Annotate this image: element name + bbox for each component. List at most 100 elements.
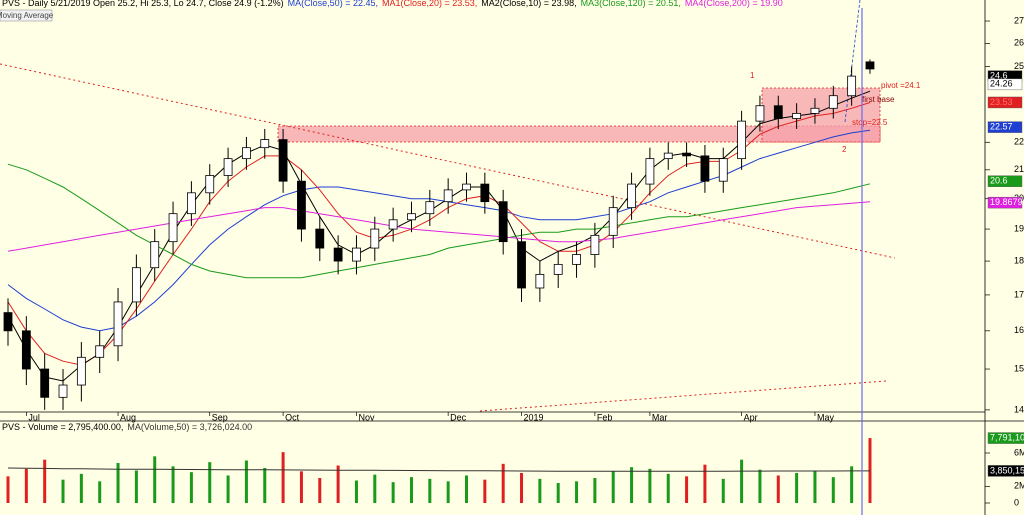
volume-bar — [685, 476, 689, 503]
volume-bar — [189, 472, 193, 503]
annotation: stop=22.5 — [852, 118, 888, 127]
volume-bar — [354, 480, 358, 503]
projection-line — [844, 0, 861, 123]
volume-bar — [630, 467, 634, 503]
volume-bar — [758, 469, 762, 503]
candle-body — [480, 183, 490, 203]
ma-line — [7, 201, 871, 252]
volume-bar — [575, 481, 579, 503]
volume-bar — [373, 474, 377, 503]
candle-body — [572, 254, 581, 265]
value-label-box — [987, 432, 1024, 444]
candle-body — [810, 107, 820, 114]
price-label-box — [987, 96, 1023, 109]
candle-body — [370, 228, 380, 249]
candle-body — [168, 213, 178, 243]
candle-body — [131, 267, 141, 303]
volume-bar — [208, 462, 212, 503]
candle-body — [150, 241, 160, 269]
value-label-box — [987, 465, 1024, 477]
annotation: first base — [862, 95, 895, 104]
volume-bar — [43, 459, 47, 503]
candle-body — [315, 228, 325, 249]
candle-body — [95, 345, 105, 358]
price-label-box — [987, 121, 1023, 133]
price-label-box — [987, 175, 1023, 187]
candle-body — [498, 201, 508, 243]
volume-bar — [538, 478, 542, 503]
volume-bar — [61, 479, 65, 503]
volume-bar — [795, 473, 799, 503]
candle-body — [186, 192, 196, 215]
price-label: 24.26 — [990, 79, 1013, 89]
volume-bar — [98, 481, 102, 503]
volume-bar — [226, 475, 230, 503]
x-tick-label: 2019 — [524, 412, 544, 422]
y-tick-label: 22 — [1014, 137, 1024, 147]
x-tick-label: May — [817, 412, 835, 422]
volume-bar — [24, 468, 28, 503]
y-tick-label: 0 — [1014, 497, 1019, 507]
volume-bar — [134, 470, 138, 503]
y-tick-label: 18 — [1014, 255, 1024, 265]
candle-body — [663, 152, 673, 160]
x-tick-label: Dec — [450, 412, 467, 422]
volume-bar — [336, 465, 340, 503]
candle-body — [425, 201, 435, 215]
candle-body — [407, 213, 416, 221]
y-tick-label: 15 — [1014, 363, 1024, 373]
volume-bar — [556, 483, 560, 503]
candle-body — [443, 189, 453, 203]
candle-body — [828, 95, 838, 109]
candle-body — [205, 175, 215, 194]
candle-body — [718, 158, 728, 182]
volume-bar — [850, 466, 854, 503]
y-tick-label: 21 — [1014, 164, 1024, 174]
annotation: 1 — [750, 71, 755, 80]
legend-box — [0, 9, 53, 22]
candle-body — [700, 155, 710, 182]
volume-bar — [281, 452, 285, 503]
candle-body — [3, 312, 13, 332]
candle-body — [388, 219, 398, 230]
price-label: 19.8679 — [990, 197, 1023, 207]
volume-header: PVS - Volume = 2,795,400.00, MA(Volume,50… — [2, 422, 252, 432]
candle-body — [352, 247, 361, 262]
volume-bar — [465, 475, 468, 503]
annotation: 2 — [842, 145, 847, 154]
candle-body — [590, 234, 600, 255]
header-series: MA3(Close,120) = 20.51, — [581, 0, 681, 8]
candle-body — [76, 356, 86, 386]
ma-line — [7, 467, 870, 472]
candle-body — [113, 301, 123, 347]
volume-bar — [446, 481, 450, 503]
header-series: MA(Close,50) = 22.45, — [288, 0, 378, 8]
x-tick-label: Apr — [744, 412, 758, 422]
y-tick-label: 27 — [1014, 15, 1024, 25]
volume-bar — [6, 476, 10, 503]
volume-bar — [740, 459, 744, 503]
y-tick-label: 6M — [1014, 447, 1024, 457]
volume-bar — [483, 479, 487, 503]
price-label: 20.6 — [990, 176, 1008, 186]
candle-body — [792, 112, 802, 119]
volume-bar — [299, 471, 303, 503]
candle-body — [535, 273, 545, 289]
x-tick-label: Mar — [652, 412, 668, 422]
candle-body — [755, 105, 765, 122]
volume-bar — [116, 463, 120, 503]
candle-body — [297, 180, 306, 230]
candle-body — [278, 139, 288, 182]
candle-body — [608, 207, 618, 236]
value-label: 7,791,10 — [990, 432, 1024, 442]
header-series: MA4(Close,200) = 19.90 — [685, 0, 783, 8]
price-label-box — [987, 78, 1023, 91]
volume-bar — [244, 460, 248, 503]
header-series: MA1(Close,20) = 23.53, — [382, 0, 477, 8]
volume-bar — [648, 468, 652, 503]
candle-body — [682, 152, 691, 157]
price-header: PVS - Daily 5/21/2019 Open 25.2, Hi 25.3… — [2, 0, 783, 8]
x-tick-label: Aug — [120, 412, 136, 422]
y-tick-label: 16 — [1014, 325, 1024, 335]
